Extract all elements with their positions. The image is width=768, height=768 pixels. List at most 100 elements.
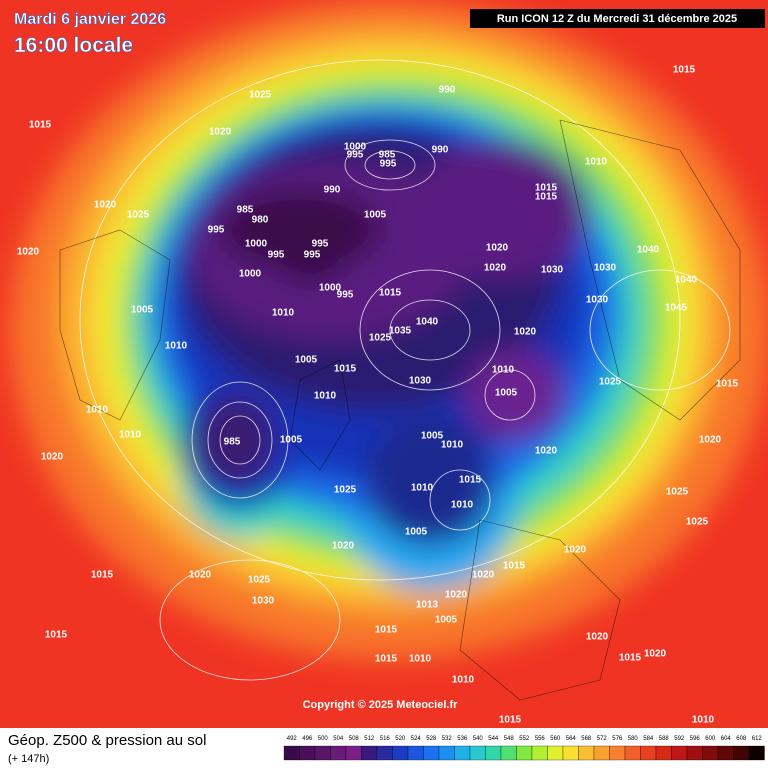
pressure-label: 1015 xyxy=(499,715,522,726)
pressure-label: 1020 xyxy=(644,649,667,660)
pressure-label: 1005 xyxy=(495,388,518,399)
legend-swatch xyxy=(407,745,424,761)
pressure-label: 990 xyxy=(432,145,449,156)
legend-label: 612 xyxy=(752,736,763,742)
geopotential-field xyxy=(10,0,768,660)
legend-label: 576 xyxy=(612,736,623,742)
pressure-label: 1005 xyxy=(131,305,154,316)
pressure-label: 1025 xyxy=(127,210,150,221)
pressure-label: 1010 xyxy=(272,308,295,319)
legend-label: 556 xyxy=(535,736,546,742)
legend-label: 552 xyxy=(519,736,530,742)
pressure-label: 1010 xyxy=(119,430,142,441)
pressure-label: 1030 xyxy=(586,295,609,306)
legend-swatch xyxy=(578,745,595,761)
pressure-label: 1010 xyxy=(165,341,188,352)
legend-label: 604 xyxy=(721,736,732,742)
legend-label: 528 xyxy=(426,736,437,742)
isobars xyxy=(79,59,731,681)
pressure-label: 1040 xyxy=(675,275,698,286)
coastlines xyxy=(59,119,741,701)
pressure-label: 1025 xyxy=(666,487,689,498)
pressure-label: 1025 xyxy=(686,517,709,528)
pressure-label: 1010 xyxy=(451,500,474,511)
pressure-label: 1040 xyxy=(637,245,660,256)
legend-swatch xyxy=(547,745,564,761)
pressure-label: 1010 xyxy=(441,440,464,451)
legend-swatch xyxy=(423,745,440,761)
legend-swatch xyxy=(376,745,393,761)
pressure-label: 995 xyxy=(380,159,397,170)
pressure-label: 1020 xyxy=(514,327,537,338)
legend-swatch xyxy=(702,745,719,761)
footer-lead: (+ 147h) xyxy=(8,753,49,765)
pressure-label: 1015 xyxy=(29,120,52,131)
pressure-label: 1020 xyxy=(472,570,495,581)
pressure-label: 1005 xyxy=(405,527,428,538)
legend-label: 536 xyxy=(457,736,468,742)
pressure-label: 1025 xyxy=(249,90,272,101)
pressure-label: 1030 xyxy=(252,596,275,607)
legend-label: 496 xyxy=(302,736,313,742)
legend-swatch xyxy=(314,745,331,761)
pressure-label: 1010 xyxy=(585,157,608,168)
pressure-label: 1020 xyxy=(17,247,40,258)
pressure-label: 1015 xyxy=(375,625,398,636)
pressure-label: 1020 xyxy=(332,541,355,552)
pressure-label: 1020 xyxy=(586,632,609,643)
pressure-label: 1005 xyxy=(435,615,458,626)
pressure-label: 995 xyxy=(268,250,285,261)
pressure-label: 1020 xyxy=(41,452,64,463)
pressure-label: 1015 xyxy=(535,192,558,203)
legend-swatch xyxy=(330,745,347,761)
legend-label: 516 xyxy=(380,736,391,742)
pressure-label: 1000 xyxy=(239,269,262,280)
legend-swatch xyxy=(624,745,641,761)
pressure-label: 1000 xyxy=(245,239,268,250)
run-box xyxy=(470,9,765,28)
legend-swatch xyxy=(345,745,362,761)
footer-title: Géop. Z500 & pression au sol xyxy=(8,732,206,749)
legend-label: 520 xyxy=(395,736,406,742)
pressure-label: 1015 xyxy=(716,379,739,390)
pressure-label: 1015 xyxy=(459,475,482,486)
pressure-label: 995 xyxy=(337,290,354,301)
pressure-label: 985 xyxy=(379,150,396,161)
pressure-label: 985 xyxy=(224,437,241,448)
legend-label: 596 xyxy=(690,736,701,742)
pressure-label: 1040 xyxy=(416,317,439,328)
local-time: 16:00 locale xyxy=(14,34,133,57)
legend-swatch xyxy=(562,745,579,761)
run-info: Run ICON 12 Z du Mercredi 31 décembre 20… xyxy=(497,13,737,25)
pressure-label: 1010 xyxy=(492,365,515,376)
pressure-label: 1015 xyxy=(673,65,696,76)
legend-swatch xyxy=(438,745,455,761)
pressure-label: 1005 xyxy=(421,431,444,442)
date-title: Mardi 6 janvier 2026 xyxy=(14,11,166,28)
legend-label: 548 xyxy=(504,736,515,742)
legend-label: 532 xyxy=(442,736,453,742)
pressure-label: 1030 xyxy=(541,265,564,276)
legend-swatch xyxy=(671,745,688,761)
legend: 492 496 500 504 508 512 516 520 524 528 532 536 540 5… xyxy=(283,736,765,761)
pressure-label: 1010 xyxy=(692,715,715,726)
legend-swatch xyxy=(717,745,734,761)
pressure-label: 1020 xyxy=(209,127,232,138)
pressure-label: 1025 xyxy=(248,575,271,586)
pressure-label: 995 xyxy=(347,150,364,161)
pressure-label: 1020 xyxy=(535,446,558,457)
pressure-label: 1020 xyxy=(484,263,507,274)
pressure-label: 1020 xyxy=(564,545,587,556)
pressure-label: 1015 xyxy=(619,653,642,664)
legend-label: 564 xyxy=(566,736,577,742)
pressure-label: 1010 xyxy=(314,391,337,402)
pressure-label: 1020 xyxy=(486,243,509,254)
legend-label: 504 xyxy=(333,736,344,742)
pressure-label: 1010 xyxy=(411,483,434,494)
legend-label: 492 xyxy=(287,736,298,742)
legend-label: 592 xyxy=(674,736,685,742)
copyright: Copyright © 2025 Meteociel.fr xyxy=(303,699,459,711)
legend-label: 568 xyxy=(581,736,592,742)
